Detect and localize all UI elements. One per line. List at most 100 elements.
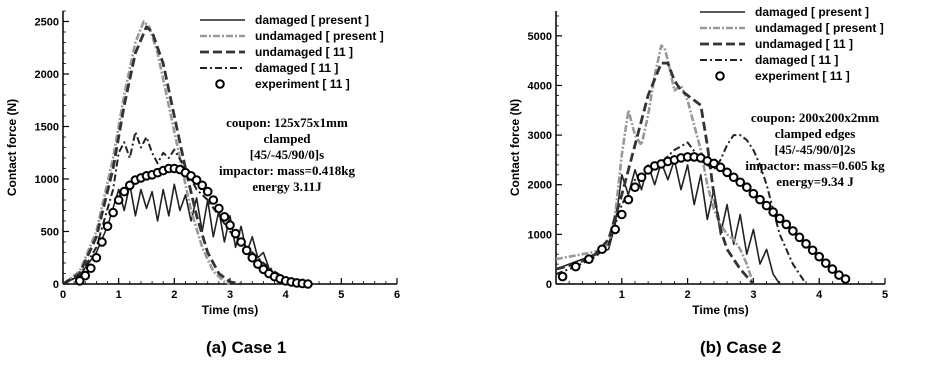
experiment-marker: [788, 226, 798, 236]
experiment-marker: [623, 194, 634, 205]
y-axis-label: Contact force (N): [508, 99, 522, 196]
annotation-line: impactor: mass=0.418kg: [219, 163, 355, 178]
legend: damaged [ present ] undamaged [ present ]…: [200, 13, 384, 91]
y-tick-label: 500: [41, 227, 59, 239]
experiment-marker: [113, 195, 124, 205]
experiment-marker: [125, 180, 135, 191]
annotation-line: impactor: mass=0.605 kg: [745, 158, 885, 173]
experiment-marker: [617, 209, 627, 220]
experiment-marker: [303, 279, 313, 289]
y-tick-label: 4000: [528, 80, 552, 92]
experiment-marker: [748, 188, 759, 199]
annotation-line: clamped: [264, 131, 312, 146]
experiment-marker: [236, 237, 246, 247]
x-axis-label: Time (ms): [692, 303, 748, 317]
experiment-marker: [709, 158, 719, 169]
annotation-line: [45/-45/90/0]s: [250, 147, 324, 162]
series-line-4: [62, 130, 298, 285]
chart-panel-1: 0 1 2 3 4 5 6 0 500 1000 1500 2000 2500 Time (ms) Cont…: [5, 10, 400, 317]
experiment-marker: [794, 232, 805, 243]
experiment-marker: [202, 186, 213, 197]
legend-label: damaged [ present ]: [755, 5, 869, 19]
experiment-marker: [208, 195, 219, 205]
experiment-marker: [597, 244, 607, 255]
experiment-marker: [253, 259, 263, 269]
y-tick-label: 0: [546, 279, 552, 291]
caption-case-1: (a) Case 1: [206, 338, 287, 357]
y-tick-label: 2000: [35, 69, 59, 81]
y-tick-label: 1000: [528, 229, 552, 241]
x-tick-label: 5: [882, 289, 888, 301]
series-line-3: [555, 61, 755, 285]
experiment-marker: [191, 175, 202, 185]
x-tick-label: 5: [338, 289, 344, 301]
legend: damaged [ present ] undamaged [ present ]…: [700, 5, 884, 83]
annotation-block: coupon: 125x75x1mmclamped[45/-45/90/0]si…: [219, 115, 355, 194]
x-tick-label: 1: [619, 289, 625, 301]
experiment-marker: [820, 258, 831, 268]
experiment-marker: [97, 237, 107, 247]
experiment-marker: [230, 228, 241, 239]
legend-label: experiment [ 11 ]: [755, 69, 850, 83]
legend-label: experiment [ 11 ]: [255, 77, 350, 91]
x-axis-label: Time (ms): [202, 303, 258, 317]
y-tick-label: 2000: [528, 180, 552, 192]
series-line-1: [555, 159, 781, 285]
experiment-marker: [735, 177, 746, 188]
annotation-line: clamped edges: [775, 126, 856, 141]
x-tick-label: 2: [685, 289, 691, 301]
annotation-line: energy=9.34 J: [776, 174, 854, 189]
legend-swatch-marker: [715, 71, 725, 81]
experiment-marker: [610, 224, 621, 235]
experiment-marker: [86, 263, 96, 274]
y-axis-label: Contact force (N): [5, 99, 19, 196]
x-tick-label: 3: [750, 289, 756, 301]
experiment-marker: [814, 251, 825, 262]
experiment-marker: [774, 213, 785, 224]
experiment-marker: [219, 212, 230, 222]
experiment-marker: [755, 194, 765, 205]
annotation-line: coupon: 125x75x1mm: [226, 115, 348, 130]
legend-label: undamaged [ present ]: [755, 21, 884, 35]
legend-label: undamaged [ 11 ]: [755, 37, 853, 51]
experiment-marker: [643, 165, 653, 175]
experiment-marker: [91, 252, 102, 263]
experiment-marker: [241, 245, 252, 256]
experiment-marker: [214, 203, 224, 214]
experiment-marker: [840, 274, 851, 284]
x-tick-label: 1: [116, 289, 122, 301]
x-tick-label: 0: [60, 289, 66, 301]
y-tick-label: 1500: [35, 122, 59, 134]
experiment-marker: [768, 207, 778, 217]
legend-label: undamaged [ present ]: [255, 29, 384, 43]
x-tick-label: 6: [394, 289, 400, 301]
experiment-marker: [636, 172, 647, 183]
experiment-marker: [761, 200, 772, 211]
series-line-3: [62, 25, 242, 286]
legend-label: undamaged [ 11 ]: [255, 45, 353, 59]
experiment-marker: [570, 261, 581, 272]
legend-label: damaged [ present ]: [255, 13, 369, 27]
x-tick-label: 3: [227, 289, 233, 301]
experiment-marker: [742, 182, 752, 193]
caption-case-2: (b) Case 2: [700, 338, 782, 357]
legend-swatch-marker: [215, 79, 225, 89]
experiment-marker: [80, 270, 91, 281]
y-tick-label: 1000: [35, 174, 59, 186]
experiment-marker: [225, 220, 235, 230]
experiment-marker: [728, 172, 739, 183]
experiment-marker: [197, 180, 207, 191]
y-tick-label: 0: [53, 279, 59, 291]
experiment-marker: [715, 162, 726, 173]
x-tick-label: 2: [171, 289, 177, 301]
y-tick-label: 3000: [528, 130, 552, 142]
experiment-marker: [108, 207, 118, 218]
x-tick-label: 4: [283, 289, 290, 301]
x-tick-label: 4: [816, 289, 823, 301]
experiment-marker: [827, 264, 838, 274]
annotation-line: energy 3.11J: [252, 179, 322, 194]
series-line-2: [62, 20, 231, 286]
annotation-line: coupon: 200x200x2mm: [751, 110, 879, 125]
experiment-marker: [801, 238, 811, 249]
